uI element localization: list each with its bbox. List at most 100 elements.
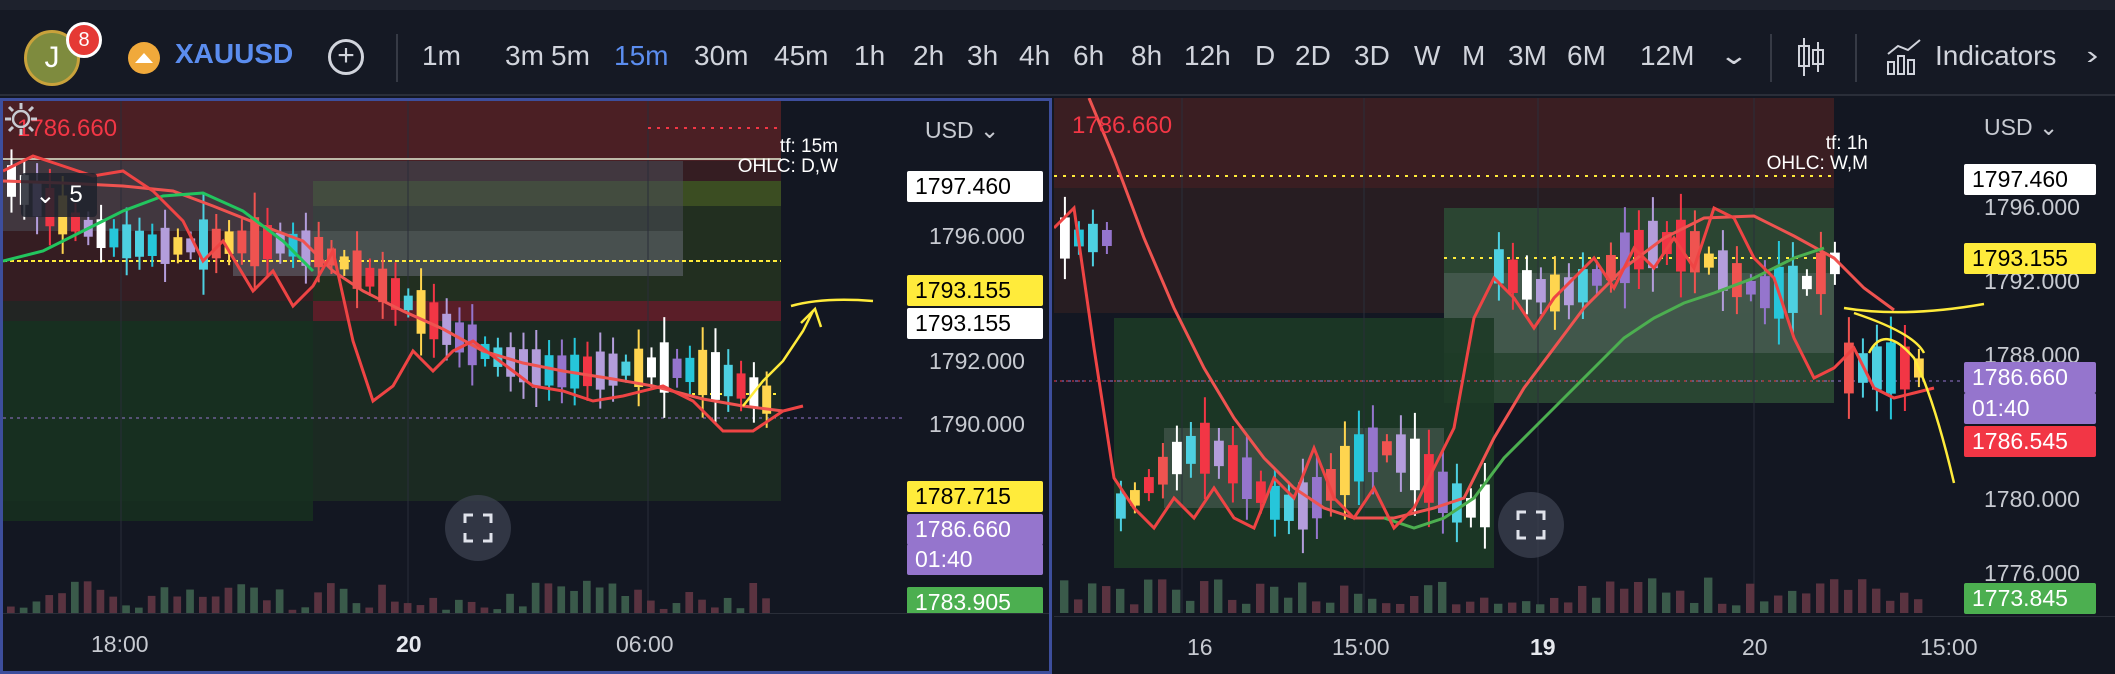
volume-bar [1284, 597, 1293, 613]
indicators-icon[interactable] [1886, 38, 1922, 76]
timeframe-12h[interactable]: 12h [1184, 40, 1231, 71]
volume-bar [1746, 583, 1755, 613]
volume-bar [1116, 588, 1125, 613]
volume-bar [378, 584, 386, 616]
candle [762, 385, 772, 414]
volume-bar [1732, 605, 1741, 613]
notification-count: 8 [78, 28, 90, 51]
volume-bar [557, 586, 566, 616]
more-timeframes-chevron-icon[interactable]: ⌄ [1718, 40, 1750, 70]
candle [493, 347, 503, 367]
candle [698, 349, 708, 396]
volume-bar [1900, 592, 1909, 613]
chart-type-candle-icon[interactable] [1796, 36, 1826, 78]
candle [275, 232, 285, 254]
timeframe-3m[interactable]: 3m [505, 40, 544, 71]
volume-bar [1410, 595, 1419, 613]
candle [352, 250, 362, 289]
right-price-chart[interactable] [1054, 98, 2115, 674]
candle [263, 224, 272, 260]
candle [391, 278, 400, 310]
price-line-colored [3, 154, 804, 433]
currency-selector[interactable]: USD ⌄ [925, 117, 1000, 143]
volume-bar [570, 590, 578, 616]
candle [1270, 485, 1280, 520]
time-label: 19 [1530, 634, 1556, 660]
candle [1718, 250, 1728, 291]
volume-bar [1186, 600, 1195, 613]
timeframe-4h[interactable]: 4h [1019, 40, 1051, 71]
volume-bar [83, 581, 92, 616]
toolbar-expand-chevron-icon[interactable]: › [2086, 40, 2099, 70]
candle [1522, 270, 1532, 300]
zone-green-low [3, 321, 313, 521]
volume-bar [32, 601, 41, 616]
volume-bar [1914, 599, 1923, 613]
timeframe-5m[interactable]: 5m [551, 40, 590, 71]
candle [723, 364, 733, 397]
price-tag: 1797.460 [1964, 164, 2096, 195]
candle [1172, 441, 1182, 475]
candle [736, 373, 746, 399]
timeframe-30m[interactable]: 30m [694, 40, 749, 71]
volume-bar [1592, 597, 1601, 613]
candle [1634, 229, 1644, 270]
volume-bar [544, 583, 553, 616]
chart-panel-left[interactable]: 1786.660 ⌄ 5 tf: 15m OHLC: D,W USD ⌄ 1796.… [0, 98, 1052, 674]
volume-bar [621, 595, 630, 616]
volume-bar [1312, 601, 1321, 613]
volume-bar [531, 582, 540, 616]
chart-panel-right[interactable]: 1786.660 tf: 1h OHLC: W,M USD ⌄ 1796.000 1… [1054, 98, 2115, 674]
price-tag: 1773.845 [1964, 583, 2096, 614]
timeframe-2D[interactable]: 2D [1295, 40, 1331, 71]
left-price-chart[interactable] [3, 101, 1049, 671]
indicators-button[interactable]: Indicators [1935, 40, 2057, 71]
candle [659, 342, 669, 393]
volume-bar [480, 607, 489, 616]
timeframe-6h[interactable]: 6h [1073, 40, 1105, 71]
volume-bar [1382, 603, 1391, 613]
fullscreen-expand-icon[interactable] [445, 495, 511, 561]
volume-bar [1424, 585, 1433, 613]
volume-bar [1634, 581, 1643, 613]
time-label: 20 [396, 631, 422, 657]
candle [1382, 441, 1392, 456]
add-symbol-button[interactable]: + [328, 39, 364, 75]
timeframe-45m[interactable]: 45m [774, 40, 829, 71]
timeframe-W[interactable]: W [1414, 40, 1441, 71]
timeframe-12M[interactable]: 12M [1640, 40, 1695, 71]
timeframe-1h[interactable]: 1h [854, 40, 886, 71]
candle [109, 228, 119, 248]
price-line-colored [1054, 204, 1935, 531]
timeframe-2h[interactable]: 2h [913, 40, 945, 71]
candle [1368, 427, 1378, 473]
symbol-button[interactable]: XAUUSD [175, 38, 294, 69]
currency-label: USD [925, 117, 974, 143]
volume-bar [1396, 603, 1405, 613]
timeframe-3M[interactable]: 3M [1508, 40, 1547, 71]
timeframe-6M[interactable]: 6M [1567, 40, 1606, 71]
gear-icon[interactable] [3, 101, 39, 137]
volume-bar [1060, 580, 1069, 613]
timeframe-3h[interactable]: 3h [967, 40, 999, 71]
timeframe-8h[interactable]: 8h [1131, 40, 1163, 71]
timeframe-info: tf: 1h OHLC: W,M [1738, 134, 1868, 174]
indicator-collapse-toggle[interactable]: ⌄ 5 [21, 173, 97, 217]
fullscreen-expand-icon[interactable] [1498, 492, 1564, 558]
currency-selector[interactable]: USD ⌄ [1984, 114, 2059, 140]
volume-bar [1326, 602, 1335, 613]
timeframe-15m[interactable]: 15m [614, 40, 669, 71]
candle [1886, 342, 1896, 394]
timeframe-D[interactable]: D [1255, 40, 1276, 71]
currency-label: USD [1984, 114, 2033, 140]
candle [1704, 253, 1714, 268]
volume-bar [160, 587, 169, 616]
annotation-stroke [1853, 311, 1926, 354]
price-tag: 01:40 [907, 544, 1043, 575]
timeframe-3D[interactable]: 3D [1354, 40, 1390, 71]
timeframe-1m[interactable]: 1m [422, 40, 461, 71]
candle [211, 228, 221, 259]
timeframe-M[interactable]: M [1462, 40, 1486, 71]
candle [173, 237, 183, 255]
annotation-stroke [1867, 337, 1956, 484]
